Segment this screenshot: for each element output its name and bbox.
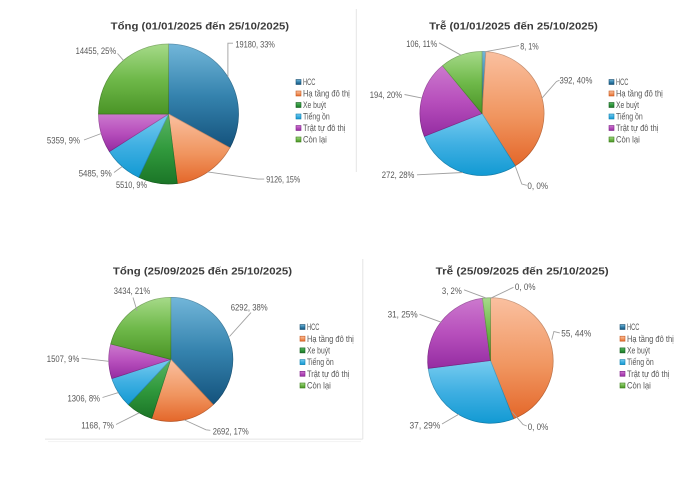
svg-text:HCC: HCC: [616, 77, 629, 87]
svg-text:0, 0%: 0, 0%: [527, 181, 548, 192]
svg-text:Còn lại: Còn lại: [307, 381, 331, 391]
svg-text:HCC: HCC: [303, 77, 316, 87]
svg-text:HCC: HCC: [307, 322, 320, 332]
svg-text:272, 28%: 272, 28%: [382, 170, 415, 181]
svg-text:194, 20%: 194, 20%: [370, 90, 403, 101]
svg-text:392, 40%: 392, 40%: [560, 76, 593, 87]
svg-text:Trễ (25/09/2025 đến 25/10/2025: Trễ (25/09/2025 đến 25/10/2025): [436, 264, 609, 277]
svg-text:5359, 9%: 5359, 9%: [47, 136, 80, 147]
svg-text:Còn lại: Còn lại: [616, 135, 640, 145]
svg-text:Hạ tầng đô thị: Hạ tầng đô thị: [303, 89, 350, 99]
svg-text:1507, 9%: 1507, 9%: [47, 354, 80, 365]
svg-text:1306, 8%: 1306, 8%: [68, 393, 101, 404]
svg-text:Trễ (01/01/2025 đến 25/10/2025: Trễ (01/01/2025 đến 25/10/2025): [429, 19, 598, 32]
svg-text:5510, 9%: 5510, 9%: [116, 180, 147, 191]
svg-text:1168, 7%: 1168, 7%: [81, 420, 114, 431]
svg-text:0, 0%: 0, 0%: [528, 422, 549, 433]
svg-text:Còn lại: Còn lại: [627, 381, 651, 391]
svg-text:Trật tự đô thị: Trật tự đô thị: [303, 123, 345, 133]
svg-text:Tiếng ồn: Tiếng ồn: [303, 112, 330, 122]
svg-text:Xe buýt: Xe buýt: [627, 346, 650, 356]
svg-text:6292, 38%: 6292, 38%: [231, 302, 268, 313]
svg-text:Trật tự đô thị: Trật tự đô thị: [307, 369, 349, 379]
svg-text:Tiếng ồn: Tiếng ồn: [616, 112, 643, 122]
svg-text:Hạ tầng đô thị: Hạ tầng đô thị: [627, 334, 674, 344]
svg-text:14455, 25%: 14455, 25%: [76, 46, 117, 57]
svg-text:Tổng (25/09/2025 đến 25/10/202: Tổng (25/09/2025 đến 25/10/2025): [113, 265, 292, 277]
svg-text:19180, 33%: 19180, 33%: [235, 40, 275, 51]
svg-text:2692, 17%: 2692, 17%: [213, 426, 249, 437]
svg-text:3, 2%: 3, 2%: [442, 286, 462, 297]
svg-text:Tổng (01/01/2025 đến 25/10/202: Tổng (01/01/2025 đến 25/10/2025): [111, 20, 289, 32]
svg-text:0, 0%: 0, 0%: [515, 282, 536, 293]
svg-text:HCC: HCC: [627, 322, 640, 332]
svg-text:Xe buýt: Xe buýt: [303, 100, 326, 110]
svg-text:5485, 9%: 5485, 9%: [79, 168, 112, 179]
svg-text:Còn lại: Còn lại: [303, 135, 327, 145]
svg-text:31, 25%: 31, 25%: [388, 310, 418, 321]
svg-text:37, 29%: 37, 29%: [410, 420, 441, 431]
svg-text:Hạ tầng đô thị: Hạ tầng đô thị: [307, 334, 354, 344]
svg-text:55, 44%: 55, 44%: [561, 328, 591, 339]
svg-text:3434, 21%: 3434, 21%: [114, 286, 151, 297]
svg-text:Tiếng ồn: Tiếng ồn: [627, 357, 654, 367]
svg-text:Tiếng ồn: Tiếng ồn: [307, 357, 334, 367]
svg-text:106, 11%: 106, 11%: [406, 39, 437, 50]
svg-text:Xe buýt: Xe buýt: [307, 346, 330, 356]
svg-text:Trật tự đô thị: Trật tự đô thị: [627, 369, 669, 379]
svg-text:Hạ tầng đô thị: Hạ tầng đô thị: [616, 89, 663, 99]
svg-text:Trật tự đô thị: Trật tự đô thị: [616, 123, 658, 133]
svg-text:9126, 15%: 9126, 15%: [266, 175, 300, 186]
svg-text:8, 1%: 8, 1%: [520, 42, 539, 53]
svg-text:Xe buýt: Xe buýt: [616, 100, 639, 110]
